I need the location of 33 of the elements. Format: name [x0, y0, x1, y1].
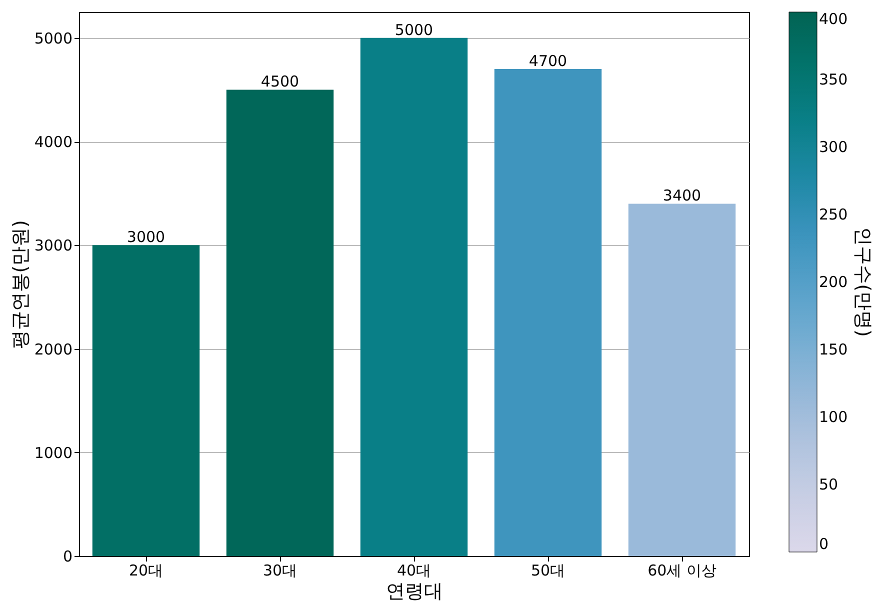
color-bar-label: 300 — [819, 138, 848, 156]
y-tick-label: 2000 — [34, 340, 72, 358]
x-axis-title: 연령대 — [386, 580, 443, 602]
bar — [628, 204, 736, 556]
data-label: 3400 — [662, 186, 702, 205]
y-axis-title: 평균연봉(만원) — [9, 220, 32, 349]
bar — [360, 38, 468, 556]
color-bar-label: 250 — [819, 206, 848, 224]
x-tick-label: 50대 — [530, 562, 566, 580]
color-bar-label: 100 — [819, 408, 848, 426]
data-label: 3000 — [126, 228, 166, 246]
y-tick-label: 5000 — [34, 29, 72, 48]
x-tick-label: 60세 이상 — [648, 562, 716, 580]
x-tick-label: 40대 — [396, 562, 432, 580]
y-tick-label: 4000 — [34, 133, 72, 152]
color-bar-label: 400 — [819, 10, 848, 28]
color-bar-label: 150 — [819, 340, 848, 358]
data-label: 4700 — [528, 52, 568, 70]
data-label: 5000 — [394, 20, 434, 39]
y-tick-label: 1000 — [34, 444, 72, 462]
bar — [92, 245, 200, 556]
y-tick-label: 0 — [62, 548, 72, 566]
x-tick-label: 30대 — [262, 562, 298, 580]
color-bar-label: 0 — [819, 535, 829, 553]
bar — [226, 90, 334, 556]
bar — [494, 68, 602, 556]
color-bar-label: 200 — [819, 273, 848, 291]
color-bar-label: 350 — [819, 70, 848, 88]
y-tick-label: 3000 — [34, 236, 72, 255]
color-bar-label: 50 — [819, 476, 838, 494]
data-label: 4500 — [260, 72, 300, 91]
x-tick-label: 20대 — [128, 562, 164, 580]
color-bar-title: 인구수(만명) — [852, 227, 874, 337]
